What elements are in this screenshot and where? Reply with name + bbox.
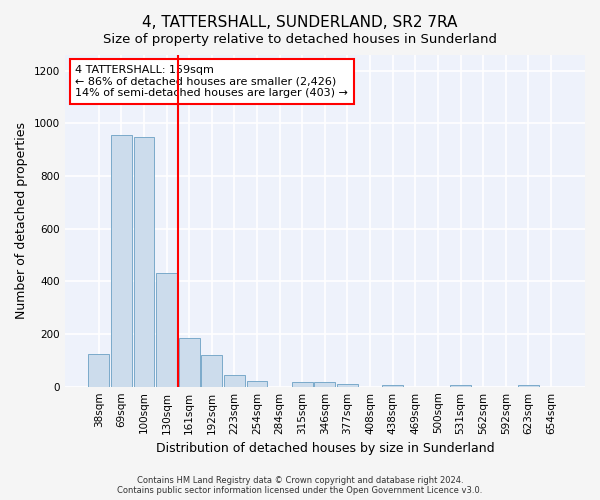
Bar <box>450 384 471 386</box>
Bar <box>88 354 109 386</box>
Bar <box>111 136 132 386</box>
Bar <box>134 137 154 386</box>
X-axis label: Distribution of detached houses by size in Sunderland: Distribution of detached houses by size … <box>155 442 494 455</box>
Bar <box>156 274 177 386</box>
Bar <box>292 382 313 386</box>
Bar <box>202 355 222 386</box>
Bar <box>179 338 200 386</box>
Text: 4 TATTERSHALL: 159sqm
← 86% of detached houses are smaller (2,426)
14% of semi-d: 4 TATTERSHALL: 159sqm ← 86% of detached … <box>75 65 348 98</box>
Y-axis label: Number of detached properties: Number of detached properties <box>15 122 28 320</box>
Bar <box>337 384 358 386</box>
Bar <box>314 382 335 386</box>
Bar <box>518 384 539 386</box>
Text: Contains HM Land Registry data © Crown copyright and database right 2024.
Contai: Contains HM Land Registry data © Crown c… <box>118 476 482 495</box>
Text: 4, TATTERSHALL, SUNDERLAND, SR2 7RA: 4, TATTERSHALL, SUNDERLAND, SR2 7RA <box>142 15 458 30</box>
Bar <box>224 375 245 386</box>
Text: Size of property relative to detached houses in Sunderland: Size of property relative to detached ho… <box>103 32 497 46</box>
Bar <box>247 381 268 386</box>
Bar <box>382 384 403 386</box>
